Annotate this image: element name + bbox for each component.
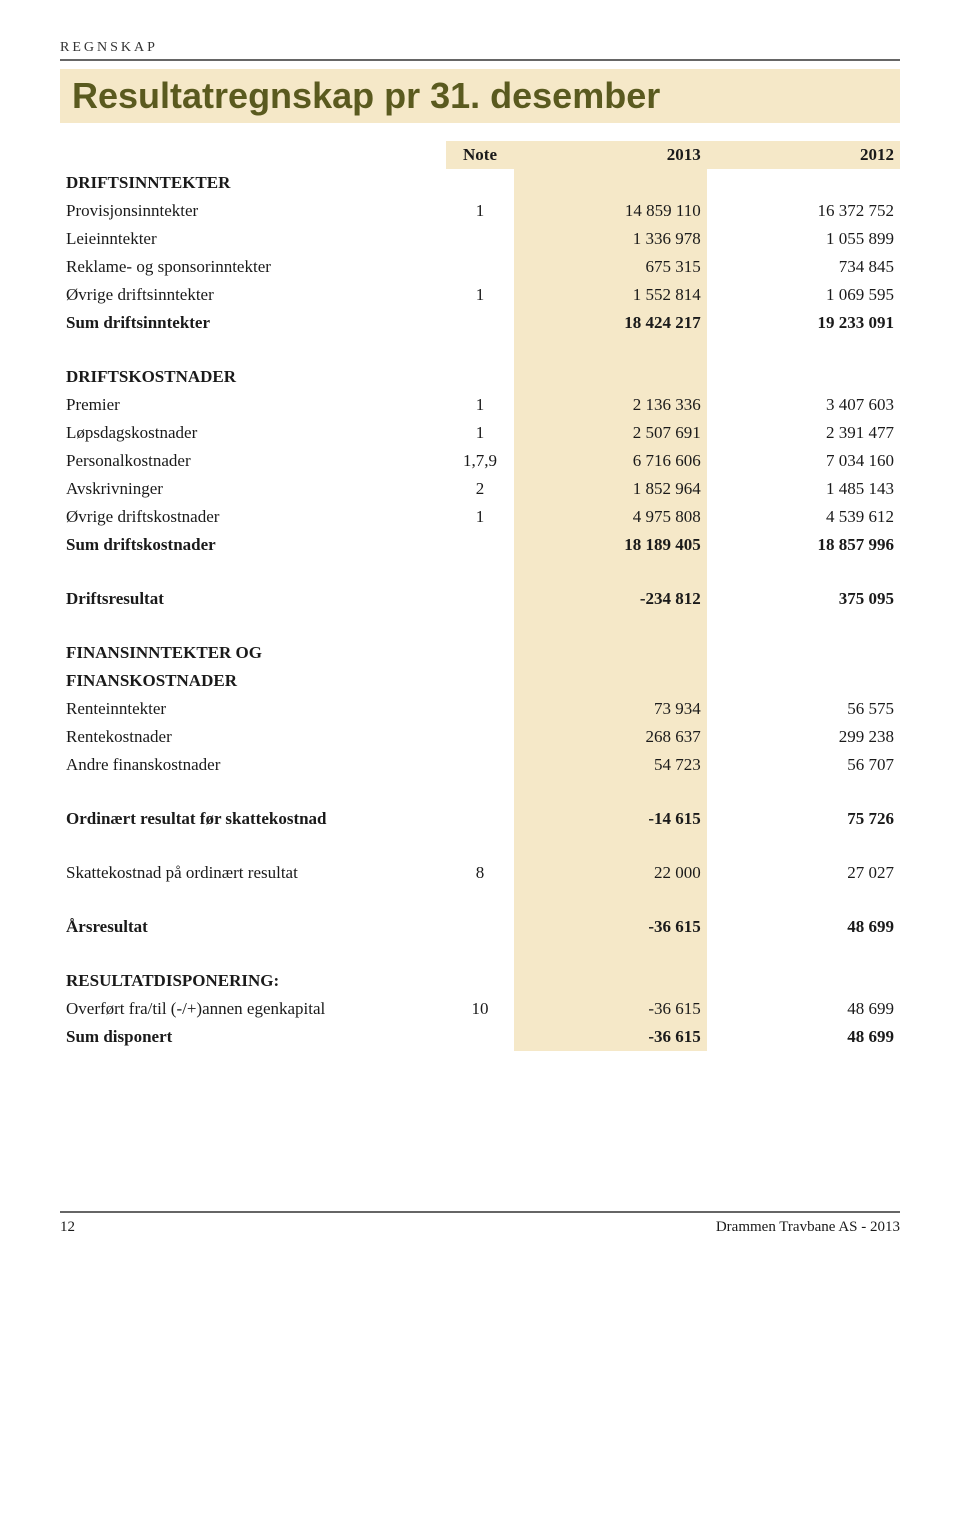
skatt-y2: 27 027 xyxy=(707,859,900,887)
footer-right: Drammen Travbane AS - 2013 xyxy=(716,1219,900,1236)
row-note: 1 xyxy=(446,391,513,419)
skatt-y1: 22 000 xyxy=(514,859,707,887)
row-note: 10 xyxy=(446,995,513,1023)
disponering-heading: RESULTATDISPONERING: xyxy=(60,967,446,995)
sum-y2: 18 857 996 xyxy=(707,531,900,559)
row-y1: 2 507 691 xyxy=(514,419,707,447)
section-label: REGNSKAP xyxy=(60,40,900,61)
col-note: Note xyxy=(446,141,513,169)
page-title: Resultatregnskap pr 31. desember xyxy=(60,69,900,123)
skatt-note: 8 xyxy=(446,859,513,887)
row-y2: 1 069 595 xyxy=(707,281,900,309)
row-y2: 299 238 xyxy=(707,723,900,751)
row-label: Overført fra/til (-/+)annen egenkapital xyxy=(60,995,446,1023)
row-y2: 56 575 xyxy=(707,695,900,723)
aarsresultat-y1: -36 615 xyxy=(514,913,707,941)
row-y1: 73 934 xyxy=(514,695,707,723)
row-y2: 48 699 xyxy=(707,995,900,1023)
header-empty xyxy=(60,141,446,169)
sum-label: Sum disponert xyxy=(60,1023,446,1051)
row-y1: 1 336 978 xyxy=(514,225,707,253)
row-note xyxy=(446,225,513,253)
skatt-label: Skattekostnad på ordinært resultat xyxy=(60,859,446,887)
col-2013: 2013 xyxy=(514,141,707,169)
row-y1: 675 315 xyxy=(514,253,707,281)
row-label: Leieinntekter xyxy=(60,225,446,253)
row-note: 1 xyxy=(446,197,513,225)
driftsresultat-y2: 375 095 xyxy=(707,585,900,613)
sum-label: Sum driftsinntekter xyxy=(60,309,446,337)
driftsinntekter-heading: DRIFTSINNTEKTER xyxy=(60,169,446,197)
row-label: Provisjonsinntekter xyxy=(60,197,446,225)
row-y1: 54 723 xyxy=(514,751,707,779)
row-y2: 734 845 xyxy=(707,253,900,281)
row-label: Reklame- og sponsorinntekter xyxy=(60,253,446,281)
income-statement-table: Note 2013 2012 DRIFTSINNTEKTER Provisjon… xyxy=(60,141,900,1051)
aarsresultat-label: Årsresultat xyxy=(60,913,446,941)
sum-y1: -36 615 xyxy=(514,1023,707,1051)
row-note: 1 xyxy=(446,419,513,447)
row-y2: 56 707 xyxy=(707,751,900,779)
row-note: 1 xyxy=(446,281,513,309)
row-y2: 3 407 603 xyxy=(707,391,900,419)
ord-res-label: Ordinært resultat før skattekostnad xyxy=(60,805,446,833)
row-label: Øvrige driftskostnader xyxy=(60,503,446,531)
driftsresultat-y1: -234 812 xyxy=(514,585,707,613)
row-y2: 1 055 899 xyxy=(707,225,900,253)
ord-res-y2: 75 726 xyxy=(707,805,900,833)
finans-heading-2: FINANSKOSTNADER xyxy=(60,667,446,695)
row-label: Andre finanskostnader xyxy=(60,751,446,779)
row-label: Løpsdagskostnader xyxy=(60,419,446,447)
row-note: 1 xyxy=(446,503,513,531)
row-note: 2 xyxy=(446,475,513,503)
sum-y1: 18 189 405 xyxy=(514,531,707,559)
row-note: 1,7,9 xyxy=(446,447,513,475)
row-y1: -36 615 xyxy=(514,995,707,1023)
row-label: Avskrivninger xyxy=(60,475,446,503)
row-note xyxy=(446,253,513,281)
row-y1: 268 637 xyxy=(514,723,707,751)
sum-y2: 19 233 091 xyxy=(707,309,900,337)
finans-heading-1: FINANSINNTEKTER OG xyxy=(60,639,446,667)
row-y1: 4 975 808 xyxy=(514,503,707,531)
driftskostnader-heading: DRIFTSKOSTNADER xyxy=(60,363,446,391)
row-label: Rentekostnader xyxy=(60,723,446,751)
sum-y1: 18 424 217 xyxy=(514,309,707,337)
row-y2: 1 485 143 xyxy=(707,475,900,503)
driftsresultat-label: Driftsresultat xyxy=(60,585,446,613)
sum-y2: 48 699 xyxy=(707,1023,900,1051)
row-label: Øvrige driftsinntekter xyxy=(60,281,446,309)
aarsresultat-y2: 48 699 xyxy=(707,913,900,941)
sum-label: Sum driftskostnader xyxy=(60,531,446,559)
row-y1: 1 852 964 xyxy=(514,475,707,503)
row-y1: 14 859 110 xyxy=(514,197,707,225)
row-y2: 4 539 612 xyxy=(707,503,900,531)
page-number: 12 xyxy=(60,1219,75,1236)
row-y1: 1 552 814 xyxy=(514,281,707,309)
row-label: Renteinntekter xyxy=(60,695,446,723)
row-y2: 16 372 752 xyxy=(707,197,900,225)
row-y1: 6 716 606 xyxy=(514,447,707,475)
row-label: Premier xyxy=(60,391,446,419)
row-label: Personalkostnader xyxy=(60,447,446,475)
col-2012: 2012 xyxy=(707,141,900,169)
row-y2: 2 391 477 xyxy=(707,419,900,447)
row-y1: 2 136 336 xyxy=(514,391,707,419)
ord-res-y1: -14 615 xyxy=(514,805,707,833)
row-y2: 7 034 160 xyxy=(707,447,900,475)
